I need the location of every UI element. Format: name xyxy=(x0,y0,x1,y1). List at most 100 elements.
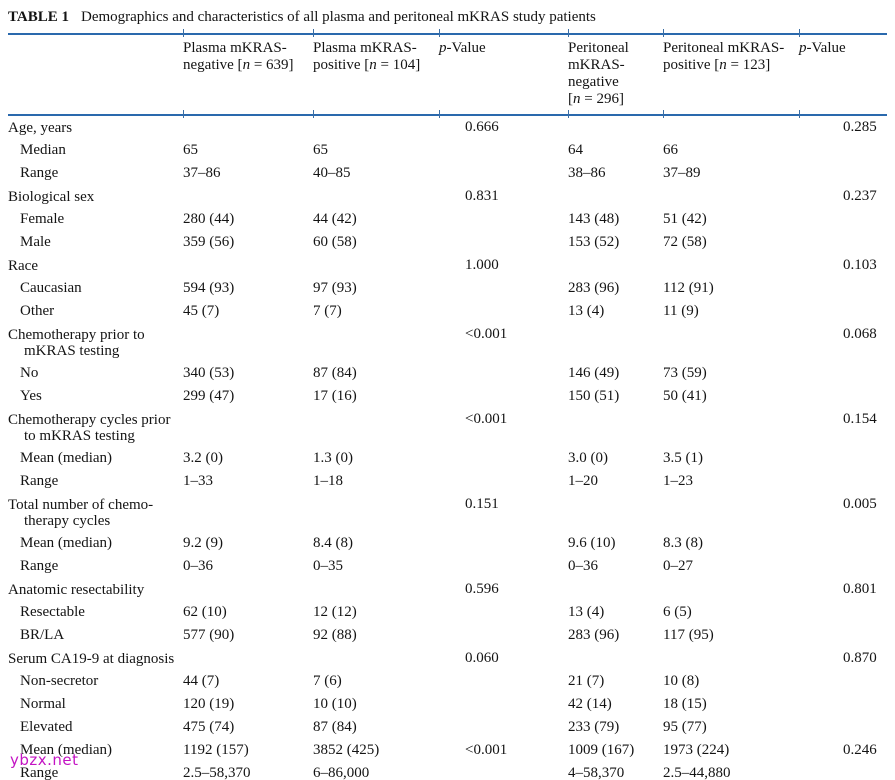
table-header: Plasma mKRAS-negative [n = 639] Plasma mK… xyxy=(8,34,887,115)
p-value-cell xyxy=(799,693,887,716)
row-label: Male xyxy=(20,234,51,250)
col-header-row-label xyxy=(8,34,183,115)
demographics-table: Plasma mKRAS-negative [n = 639] Plasma mK… xyxy=(8,33,887,780)
column-tick xyxy=(439,29,440,37)
value-cell xyxy=(568,493,663,532)
value-cell: 4–58,370 xyxy=(568,765,625,780)
value-cell: 7 (6) xyxy=(313,673,342,689)
p-value-cell xyxy=(439,470,568,493)
p-value-cell: 0.060 xyxy=(465,650,499,666)
value-cell: 40–85 xyxy=(313,165,351,181)
header-row: Plasma mKRAS-negative [n = 639] Plasma mK… xyxy=(8,34,887,115)
column-tick xyxy=(439,110,440,118)
row-label: Elevated xyxy=(20,719,73,735)
row-label: Range xyxy=(20,765,59,780)
value-cell: 153 (52) xyxy=(568,234,620,250)
value-cell: 1009 (167) xyxy=(568,742,635,758)
table-row: No 340 (53) 87 (84) 146 (49) 73 (59) xyxy=(8,362,887,385)
value-cell: 3.2 (0) xyxy=(183,450,223,466)
value-cell: 2.5–58,370 xyxy=(183,765,251,780)
row-label: Resectable xyxy=(20,604,85,620)
value-cell: 120 (19) xyxy=(183,696,235,712)
p-value-cell xyxy=(439,532,568,555)
p-value-cell: 0.237 xyxy=(843,188,877,204)
table-row: Serum CA19-9 at diagnosis 0.060 0.870 xyxy=(8,647,887,670)
table-row: BR/LA 577 (90) 92 (88) 283 (96) 117 (95) xyxy=(8,624,887,647)
value-cell xyxy=(183,647,313,670)
table-row: Normal 120 (19) 10 (10) 42 (14) 18 (15) xyxy=(8,693,887,716)
value-cell: 97 (93) xyxy=(313,280,357,296)
value-cell: 45 (7) xyxy=(183,303,220,319)
value-cell xyxy=(663,408,799,447)
p-value-cell xyxy=(799,716,887,739)
value-cell: 92 (88) xyxy=(313,627,357,643)
value-cell: 37–89 xyxy=(663,165,701,181)
column-tick xyxy=(313,110,314,118)
row-label: Normal xyxy=(20,696,66,712)
value-cell: 283 (96) xyxy=(568,627,620,643)
p-value-cell xyxy=(799,447,887,470)
value-cell: 340 (53) xyxy=(183,365,235,381)
row-label: Anatomic resectability xyxy=(8,581,145,598)
value-cell: 146 (49) xyxy=(568,365,620,381)
p-value-cell xyxy=(439,447,568,470)
value-cell: 95 (77) xyxy=(663,719,707,735)
p-value-cell xyxy=(799,601,887,624)
watermark: ybzx.net xyxy=(10,751,79,769)
table-row: Non-secretor 44 (7) 7 (6) 21 (7) 10 (8) xyxy=(8,670,887,693)
p-value-cell: 0.151 xyxy=(465,496,499,512)
p-value-cell: 0.831 xyxy=(465,188,499,204)
value-cell: 475 (74) xyxy=(183,719,235,735)
col-header-p-value-plasma: p-Value xyxy=(439,40,486,56)
p-value-cell xyxy=(799,231,887,254)
row-label: Caucasian xyxy=(20,280,82,296)
value-cell: 9.6 (10) xyxy=(568,535,616,551)
col-header-peritoneal-neg: Peritoneal mKRAS-negative [n = 296] xyxy=(568,40,629,107)
row-label: Biological sex xyxy=(8,188,95,205)
value-cell: 65 xyxy=(183,142,198,158)
row-label: Range xyxy=(20,558,59,574)
value-cell xyxy=(313,647,439,670)
p-value-cell xyxy=(439,716,568,739)
col-header-plasma-neg: Plasma mKRAS-negative [n = 639] xyxy=(183,40,294,73)
table-row: Range 0–36 0–35 0–36 0–27 xyxy=(8,555,887,578)
p-value-cell xyxy=(799,555,887,578)
p-value-cell xyxy=(439,601,568,624)
table-row: Male 359 (56) 60 (58) 153 (52) 72 (58) xyxy=(8,231,887,254)
value-cell: 8.3 (8) xyxy=(663,535,703,551)
value-cell: 64 xyxy=(568,142,583,158)
value-cell: 72 (58) xyxy=(663,234,707,250)
value-cell: 2.5–44,880 xyxy=(663,765,731,780)
table-caption: TABLE 1 Demographics and characteristics … xyxy=(8,8,887,27)
value-cell: 594 (93) xyxy=(183,280,235,296)
column-tick xyxy=(183,29,184,37)
value-cell xyxy=(313,185,439,208)
value-cell: 60 (58) xyxy=(313,234,357,250)
value-cell: 150 (51) xyxy=(568,388,620,404)
value-cell xyxy=(568,408,663,447)
value-cell: 1.3 (0) xyxy=(313,450,353,466)
p-value-cell xyxy=(439,231,568,254)
table-row: Elevated 475 (74) 87 (84) 233 (79) 95 (77) xyxy=(8,716,887,739)
p-value-cell: 0.870 xyxy=(843,650,877,666)
value-cell: 1–18 xyxy=(313,473,343,489)
row-label: Range xyxy=(20,473,59,489)
p-value-cell: 0.246 xyxy=(843,742,877,758)
value-cell: 299 (47) xyxy=(183,388,235,404)
p-value-cell xyxy=(439,277,568,300)
p-value-cell xyxy=(799,277,887,300)
value-cell xyxy=(313,323,439,362)
value-cell: 87 (84) xyxy=(313,719,357,735)
p-value-cell xyxy=(799,762,887,780)
col-header-peritoneal-pos: Peritoneal mKRAS-positive [n = 123] xyxy=(663,40,785,73)
value-cell xyxy=(183,493,313,532)
row-label: Race xyxy=(8,257,38,274)
p-value-cell xyxy=(799,162,887,185)
table-number: TABLE 1 xyxy=(8,9,69,25)
value-cell xyxy=(663,185,799,208)
table-row: Yes 299 (47) 17 (16) 150 (51) 50 (41) xyxy=(8,385,887,408)
column-tick xyxy=(568,110,569,118)
value-cell: 9.2 (9) xyxy=(183,535,223,551)
row-label: BR/LA xyxy=(20,627,65,643)
value-cell xyxy=(568,647,663,670)
